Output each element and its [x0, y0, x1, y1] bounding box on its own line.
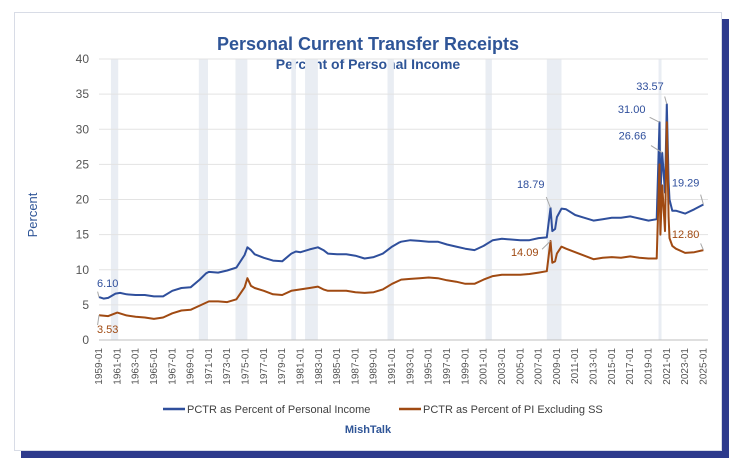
- x-tick-1983-01: 1983-01: [314, 348, 325, 385]
- annotation-label: 19.29: [672, 177, 700, 189]
- x-tick-2025-01: 2025-01: [698, 348, 709, 385]
- legend: PCTR as Percent of Personal Income PCTR a…: [163, 404, 603, 416]
- series-line-2: [98, 121, 704, 320]
- x-tick-1989-01: 1989-01: [369, 348, 380, 385]
- legend-label-1: PCTR as Percent of Personal Income: [187, 404, 370, 416]
- x-tick-1975-01: 1975-01: [241, 348, 252, 385]
- y-tick-5: 5: [82, 298, 89, 312]
- annotation-leader: [545, 196, 551, 209]
- x-tick-1997-01: 1997-01: [442, 348, 453, 385]
- x-tick-1963-01: 1963-01: [131, 348, 142, 385]
- x-tick-2023-01: 2023-01: [680, 348, 691, 385]
- chart-canvas: Personal Current Transfer Receipts Perce…: [25, 34, 709, 436]
- annotation-label: 14.09: [511, 247, 539, 259]
- y-tick-30: 30: [76, 122, 90, 136]
- data-annotations: 6.10 18.79 31.00 33.57 26.66 19.29 3.53 14.09 12…: [97, 81, 704, 336]
- y-tick-25: 25: [76, 157, 90, 171]
- x-tick-1977-01: 1977-01: [259, 348, 270, 385]
- y-axis-ticks: 0 5 10 15 20 25 30 35 40: [76, 52, 90, 347]
- annotation-leader: [97, 315, 100, 326]
- x-tick-1973-01: 1973-01: [222, 348, 233, 385]
- annotation-leader: [664, 96, 668, 105]
- annotation-leader: [700, 194, 704, 205]
- x-tick-2011-01: 2011-01: [570, 348, 581, 384]
- x-tick-1965-01: 1965-01: [149, 348, 160, 385]
- chart-subtitle: Percent of Personal Income: [276, 56, 461, 72]
- chart-title: Personal Current Transfer Receipts: [217, 34, 519, 54]
- y-axis-label: Percent: [25, 192, 40, 237]
- x-tick-2017-01: 2017-01: [625, 348, 636, 385]
- annotation-label: 6.10: [97, 278, 118, 290]
- x-tick-1981-01: 1981-01: [295, 348, 306, 385]
- annotation-label: 33.57: [636, 81, 664, 93]
- chart-frame: Personal Current Transfer Receipts Perce…: [14, 12, 722, 451]
- annotation-leader: [541, 240, 551, 250]
- annotation-label: 31.00: [618, 104, 646, 116]
- x-tick-2009-01: 2009-01: [552, 348, 563, 385]
- series-line-1: [98, 103, 704, 300]
- y-tick-40: 40: [76, 52, 90, 66]
- annotation-leader: [650, 145, 663, 154]
- x-tick-2019-01: 2019-01: [643, 348, 654, 385]
- annotation-leader: [700, 243, 704, 251]
- annotation-label: 18.79: [517, 179, 545, 191]
- x-tick-1967-01: 1967-01: [167, 348, 178, 385]
- x-tick-1995-01: 1995-01: [424, 348, 435, 385]
- source-label: MishTalk: [345, 424, 392, 436]
- x-tick-1959-01: 1959-01: [94, 348, 105, 385]
- x-tick-1971-01: 1971-01: [204, 348, 215, 385]
- x-tick-1999-01: 1999-01: [460, 348, 471, 385]
- annotation-label: 3.53: [97, 324, 118, 336]
- x-tick-1991-01: 1991-01: [387, 348, 398, 385]
- annotation-leader: [97, 291, 100, 298]
- x-tick-2013-01: 2013-01: [589, 348, 600, 385]
- x-tick-1969-01: 1969-01: [186, 348, 197, 385]
- x-tick-1979-01: 1979-01: [277, 348, 288, 385]
- y-tick-35: 35: [76, 87, 90, 101]
- x-tick-1987-01: 1987-01: [350, 348, 361, 385]
- annotation-label: 26.66: [619, 131, 647, 143]
- y-tick-0: 0: [82, 333, 89, 347]
- gridlines: [99, 58, 708, 341]
- x-tick-1993-01: 1993-01: [405, 348, 416, 385]
- y-tick-20: 20: [76, 193, 90, 207]
- x-tick-2007-01: 2007-01: [534, 348, 545, 385]
- series-lines: [98, 103, 704, 320]
- x-tick-2003-01: 2003-01: [497, 348, 508, 385]
- y-tick-10: 10: [76, 263, 90, 277]
- annotation-leader: [649, 116, 660, 123]
- x-tick-2021-01: 2021-01: [662, 348, 673, 385]
- x-tick-1985-01: 1985-01: [332, 348, 343, 385]
- x-axis-ticks: 1959-01 1961-01 1963-01 1965-01 1967-01 1969-…: [94, 348, 709, 385]
- legend-label-2: PCTR as Percent of PI Excluding SS: [423, 404, 603, 416]
- y-tick-15: 15: [76, 228, 90, 242]
- x-tick-2001-01: 2001-01: [479, 348, 490, 385]
- x-tick-2015-01: 2015-01: [607, 348, 618, 385]
- x-tick-1961-01: 1961-01: [112, 348, 123, 385]
- annotation-label: 12.80: [672, 229, 700, 241]
- x-tick-2005-01: 2005-01: [515, 348, 526, 385]
